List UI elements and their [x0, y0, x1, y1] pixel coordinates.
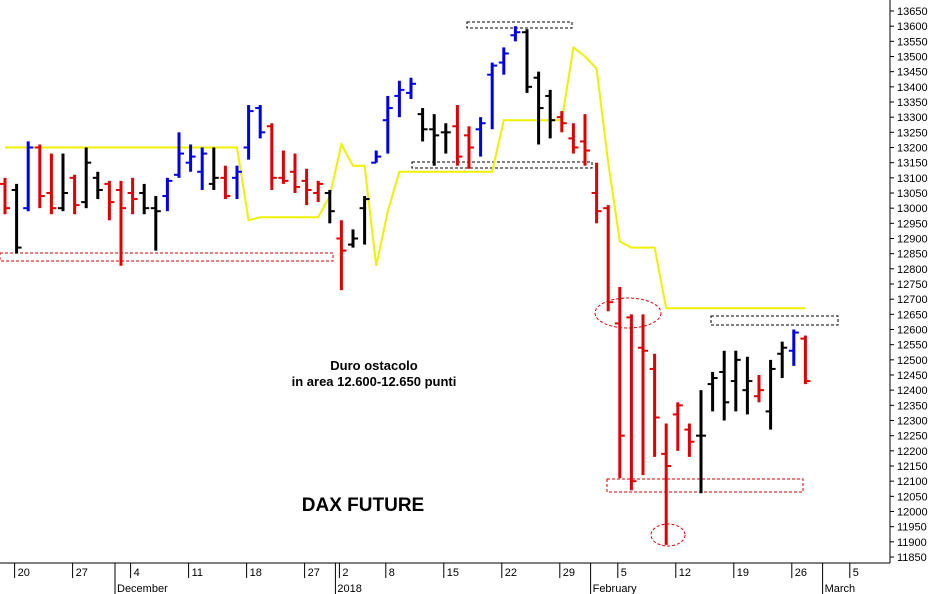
- y-tick-label: 12550: [897, 340, 928, 352]
- month-label: March: [825, 583, 856, 594]
- y-tick-label: 13500: [897, 52, 928, 64]
- y-tick-label: 13550: [897, 36, 928, 48]
- y-tick-label: 12850: [897, 249, 928, 261]
- y-tick-label: 11950: [897, 522, 927, 534]
- y-tick-label: 12050: [897, 491, 928, 503]
- support-zone: [606, 478, 804, 493]
- highlight-ellipse: [594, 297, 662, 329]
- y-tick-label: 12150: [897, 461, 928, 473]
- y-tick-label: 13450: [897, 67, 928, 79]
- annotation: in area 12.600-12.650 punti: [292, 374, 457, 389]
- x-tick-label: 5: [853, 567, 859, 579]
- x-tick-label: 11: [192, 567, 203, 579]
- x-tick-label: 18: [250, 567, 262, 579]
- y-tick-label: 12600: [897, 325, 928, 337]
- month-label: December: [117, 583, 168, 594]
- y-tick-label: 13200: [897, 143, 928, 155]
- y-tick-label: 12000: [897, 507, 928, 519]
- y-tick-label: 11900: [897, 537, 927, 549]
- y-tick-label: 13000: [897, 203, 928, 215]
- x-tick-label: 5: [621, 567, 627, 579]
- annotation: Duro ostacolo: [330, 358, 417, 373]
- y-tick-label: 12900: [897, 234, 928, 246]
- month-label: 2018: [337, 583, 361, 594]
- highlight-ellipse: [650, 523, 686, 547]
- y-tick-label: 12250: [897, 431, 928, 443]
- y-tick-label: 12400: [897, 385, 928, 397]
- y-tick-label: 13150: [897, 158, 928, 170]
- y-tick-label: 12200: [897, 446, 928, 458]
- y-tick-label: 12100: [897, 476, 928, 488]
- y-tick-label: 12950: [897, 218, 928, 230]
- y-tick-label: 11850: [897, 552, 927, 564]
- x-tick-label: 4: [134, 567, 140, 579]
- y-tick-label: 13050: [897, 188, 928, 200]
- y-tick-label: 13350: [897, 97, 928, 109]
- y-tick-label: 12500: [897, 355, 928, 367]
- y-tick-label: 12750: [897, 279, 928, 291]
- y-tick-label: 12450: [897, 370, 928, 382]
- x-tick-label: 20: [18, 567, 30, 579]
- support-zone: [411, 161, 593, 169]
- x-tick-label: 19: [737, 567, 749, 579]
- month-label: February: [593, 583, 638, 594]
- y-tick-label: 12800: [897, 264, 928, 276]
- x-tick-label: 27: [76, 567, 88, 579]
- y-tick-label: 13250: [897, 127, 928, 139]
- x-tick-label: 22: [505, 567, 517, 579]
- x-tick-label: 12: [679, 567, 691, 579]
- y-tick-label: 13650: [897, 6, 928, 18]
- resistance-zone: [466, 21, 573, 29]
- y-tick-label: 13600: [897, 21, 928, 33]
- chart-label: DAX FUTURE: [302, 495, 424, 516]
- trend-line: [5, 45, 806, 310]
- y-tick-label: 12300: [897, 416, 928, 428]
- y-tick-label: 12700: [897, 294, 928, 306]
- support-zone: [0, 252, 334, 262]
- y-tick-label: 12650: [897, 309, 928, 321]
- x-tick-label: 15: [447, 567, 459, 579]
- y-tick-label: 13100: [897, 173, 928, 185]
- x-tick-label: 8: [389, 567, 395, 579]
- x-tick-label: 2: [342, 567, 348, 579]
- y-tick-label: 13400: [897, 82, 928, 94]
- x-tick-label: 27: [308, 567, 320, 579]
- zones: [0, 21, 839, 547]
- y-tick-label: 13300: [897, 112, 928, 124]
- resistance-zone: [710, 315, 839, 326]
- x-tick-label: 26: [795, 567, 807, 579]
- x-tick-label: 29: [563, 567, 575, 579]
- y-tick-label: 12350: [897, 400, 928, 412]
